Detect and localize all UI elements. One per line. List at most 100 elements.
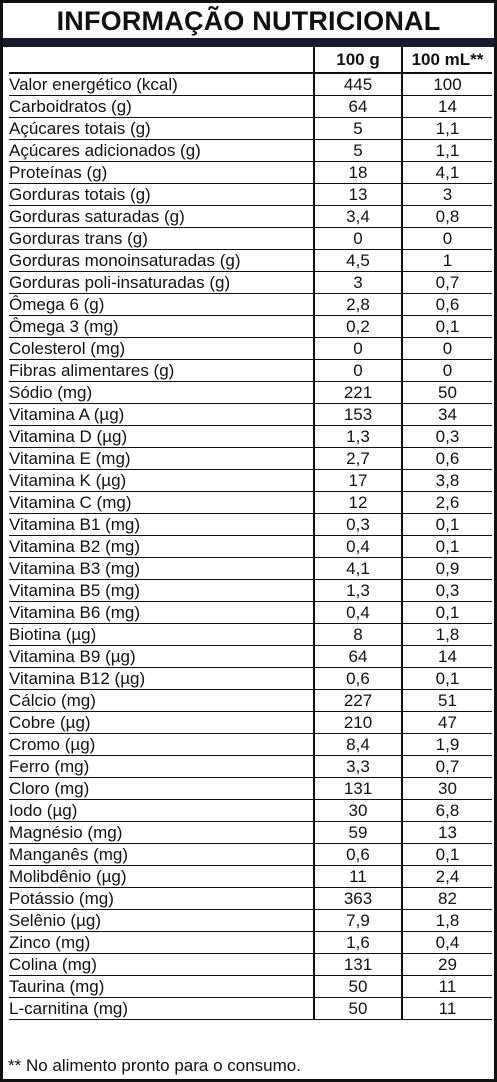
value-per-100g: 8,4 [313, 733, 402, 756]
value-per-100g: 64 [313, 95, 402, 118]
table-row: Colina (mg) 131 29 [9, 953, 492, 976]
value-per-100ml: 0,1 [401, 315, 492, 338]
value-per-100g: 3,4 [313, 205, 402, 228]
value-per-100ml: 0,3 [401, 425, 492, 448]
nutrient-name: Vitamina D (µg) [9, 425, 314, 448]
table-row: Vitamina B2 (mg) 0,4 0,1 [9, 535, 492, 558]
table-row: Biotina (µg) 8 1,8 [9, 623, 492, 646]
nutrition-table: 100 g 100 mL** Valor energético (kcal) 44… [9, 47, 492, 1020]
nutrient-name: Iodo (µg) [9, 799, 314, 822]
table-row: Gorduras trans (g) 0 0 [9, 227, 492, 250]
value-per-100ml: 0,4 [401, 931, 492, 954]
table-row: Magnésio (mg) 59 13 [9, 821, 492, 844]
value-per-100ml: 82 [401, 887, 492, 910]
nutrient-name: Cromo (µg) [9, 733, 314, 756]
table-row: Açúcares adicionados (g) 5 1,1 [9, 139, 492, 162]
value-per-100g: 0,2 [313, 315, 402, 338]
table-row: Manganês (mg) 0,6 0,1 [9, 843, 492, 866]
value-per-100g: 3,3 [313, 755, 402, 778]
table-row: Potássio (mg) 363 82 [9, 887, 492, 910]
nutrient-name: Potássio (mg) [9, 887, 314, 910]
value-per-100g: 2,8 [313, 293, 402, 316]
table-row: Taurina (mg) 50 11 [9, 975, 492, 998]
table-row: Proteínas (g) 18 4,1 [9, 161, 492, 184]
nutrient-name: Vitamina E (mg) [9, 447, 314, 470]
table-row: Carboidratos (g) 64 14 [9, 95, 492, 118]
table-row: Vitamina D (µg) 1,3 0,3 [9, 425, 492, 448]
value-per-100g: 4,1 [313, 557, 402, 580]
value-per-100ml: 34 [401, 403, 492, 426]
value-per-100g: 153 [313, 403, 402, 426]
value-per-100g: 12 [313, 491, 402, 514]
nutrient-name: Vitamina B2 (mg) [9, 535, 314, 558]
value-per-100ml: 14 [401, 645, 492, 668]
table-row: Vitamina B5 (mg) 1,3 0,3 [9, 579, 492, 602]
nutrient-name: Vitamina B6 (mg) [9, 601, 314, 624]
table-row: Ômega 3 (mg) 0,2 0,1 [9, 315, 492, 338]
nutrient-name: Cloro (mg) [9, 777, 314, 800]
value-per-100g: 17 [313, 469, 402, 492]
table-row: Ômega 6 (g) 2,8 0,6 [9, 293, 492, 316]
value-per-100ml: 0,3 [401, 579, 492, 602]
nutrient-name: Fibras alimentares (g) [9, 359, 314, 382]
value-per-100ml: 0,1 [401, 513, 492, 536]
nutrient-name: Vitamina C (mg) [9, 491, 314, 514]
nutrient-name: Açúcares totais (g) [9, 117, 314, 140]
value-per-100ml: 1,9 [401, 733, 492, 756]
table-row: Gorduras saturadas (g) 3,4 0,8 [9, 205, 492, 228]
value-per-100ml: 0 [401, 227, 492, 250]
value-per-100ml: 1 [401, 249, 492, 272]
value-per-100ml: 50 [401, 381, 492, 404]
header-per-100ml: 100 mL** [401, 47, 492, 74]
table-row: Zinco (mg) 1,6 0,4 [9, 931, 492, 954]
table-row: Molibdênio (µg) 11 2,4 [9, 865, 492, 888]
value-per-100ml: 0,1 [401, 601, 492, 624]
value-per-100g: 1,3 [313, 425, 402, 448]
value-per-100g: 445 [313, 73, 402, 96]
nutrient-name: Biotina (µg) [9, 623, 314, 646]
value-per-100g: 1,3 [313, 579, 402, 602]
nutrient-name: Ômega 3 (mg) [9, 315, 314, 338]
value-per-100g: 0,6 [313, 667, 402, 690]
value-per-100ml: 0 [401, 359, 492, 382]
value-per-100ml: 0,6 [401, 293, 492, 316]
value-per-100g: 4,5 [313, 249, 402, 272]
value-per-100ml: 2,4 [401, 865, 492, 888]
value-per-100ml: 13 [401, 821, 492, 844]
value-per-100g: 64 [313, 645, 402, 668]
nutrient-name: Molibdênio (µg) [9, 865, 314, 888]
value-per-100g: 131 [313, 777, 402, 800]
nutrient-name: Vitamina B3 (mg) [9, 557, 314, 580]
value-per-100ml: 4,1 [401, 161, 492, 184]
value-per-100g: 50 [313, 975, 402, 998]
value-per-100ml: 1,1 [401, 117, 492, 140]
nutrient-name: Gorduras totais (g) [9, 183, 314, 206]
value-per-100g: 0 [313, 227, 402, 250]
nutrient-name: Valor energético (kcal) [9, 73, 314, 96]
value-per-100ml: 1,8 [401, 623, 492, 646]
table-row: Vitamina B3 (mg) 4,1 0,9 [9, 557, 492, 580]
nutrient-name: Vitamina A (µg) [9, 403, 314, 426]
nutrient-name: Zinco (mg) [9, 931, 314, 954]
header-per-100g: 100 g [313, 47, 402, 74]
value-per-100g: 363 [313, 887, 402, 910]
table-row: Cobre (µg) 210 47 [9, 711, 492, 734]
nutrient-name: Cobre (µg) [9, 711, 314, 734]
table-row: Açúcares totais (g) 5 1,1 [9, 117, 492, 140]
table-row: Vitamina B6 (mg) 0,4 0,1 [9, 601, 492, 624]
table-row: Cromo (µg) 8,4 1,9 [9, 733, 492, 756]
table-row: Gorduras poli-insaturadas (g) 3 0,7 [9, 271, 492, 294]
table-header-row: 100 g 100 mL** [9, 47, 492, 74]
value-per-100g: 0 [313, 359, 402, 382]
table-row: Valor energético (kcal) 445 100 [9, 73, 492, 96]
table-row: Gorduras totais (g) 13 3 [9, 183, 492, 206]
table-row: Vitamina B1 (mg) 0,3 0,1 [9, 513, 492, 536]
header-nutrient [9, 47, 314, 74]
nutrient-name: Magnésio (mg) [9, 821, 314, 844]
value-per-100ml: 0,8 [401, 205, 492, 228]
value-per-100g: 210 [313, 711, 402, 734]
value-per-100ml: 0,7 [401, 271, 492, 294]
value-per-100ml: 3 [401, 183, 492, 206]
value-per-100ml: 11 [401, 997, 492, 1020]
